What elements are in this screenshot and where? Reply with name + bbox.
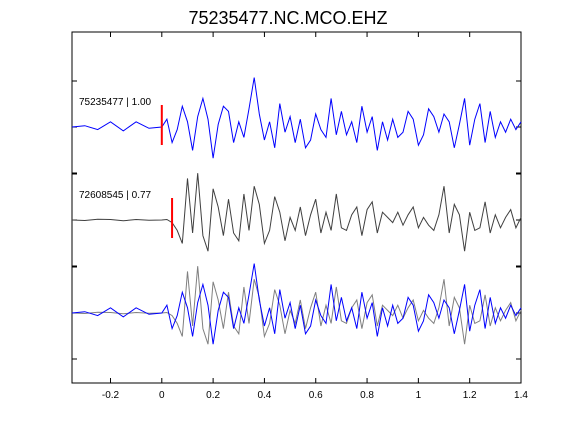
plot-traces — [71, 77, 522, 345]
x-tick-label: 0.2 — [206, 390, 220, 401]
overlay-trace-master — [71, 263, 522, 345]
x-tick-label: 1 — [416, 390, 422, 401]
axes-frame — [71, 31, 522, 384]
x-tick-label: -0.2 — [102, 390, 120, 401]
trace-labels: 75235477 | 1.00 72608545 | 0.77 — [79, 97, 152, 201]
pick-markers — [160, 105, 174, 238]
trace-master — [71, 77, 522, 159]
trace-label: 75235477 | 1.00 — [79, 97, 152, 108]
x-tick-label: 1.2 — [463, 390, 477, 401]
x-tick-label: 0 — [159, 390, 165, 401]
chart-title: 75235477.NC.MCO.EHZ — [188, 8, 387, 28]
x-tick-label: 0.6 — [309, 390, 323, 401]
x-tick-label: 0.4 — [257, 390, 271, 401]
trace-correlated — [71, 173, 522, 252]
trace-label: 72608545 | 0.77 — [79, 190, 152, 201]
overlay-trace-correlated — [71, 266, 522, 345]
x-tick-label: 1.4 — [514, 390, 528, 401]
x-axis: -0.2 0 0.2 0.4 0.6 0.8 1 1.2 1.4 — [102, 32, 528, 401]
x-tick-label: 0.8 — [360, 390, 374, 401]
